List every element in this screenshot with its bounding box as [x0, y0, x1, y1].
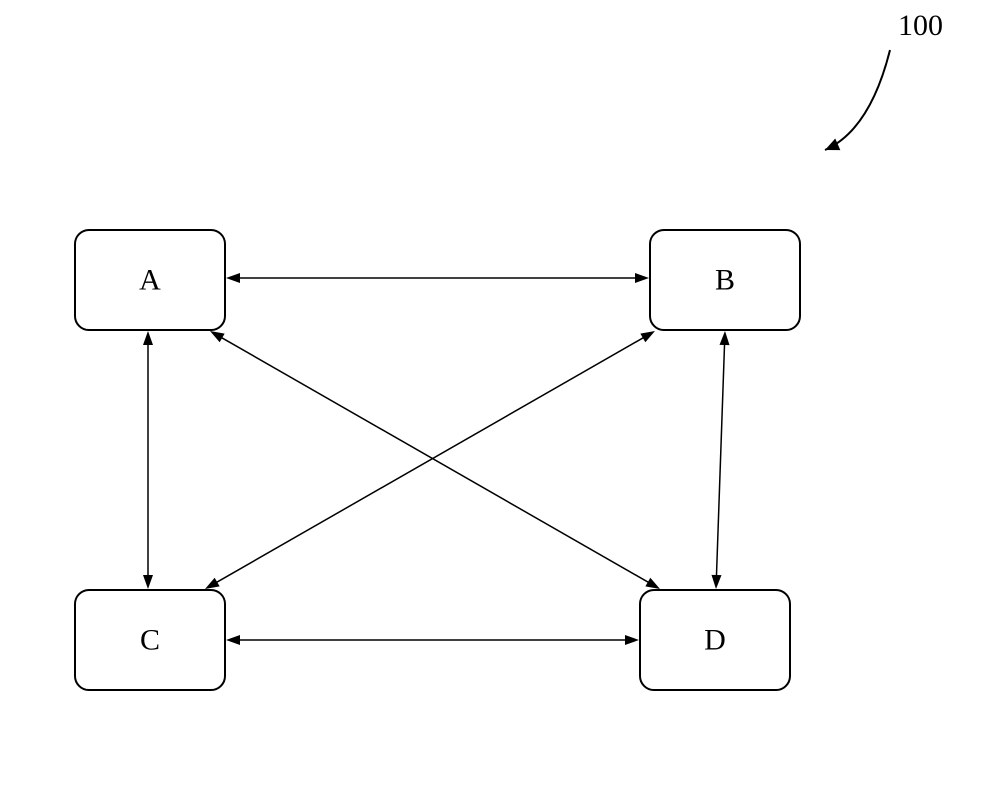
node-a: A	[75, 230, 225, 330]
node-c: C	[75, 590, 225, 690]
reference-label: 100	[898, 9, 943, 42]
node-label: B	[715, 264, 735, 297]
node-label: C	[140, 624, 160, 657]
node-label: A	[139, 264, 161, 297]
diagram-canvas: A B C D 100	[0, 0, 1000, 810]
node-d: D	[640, 590, 790, 690]
node-b: B	[650, 230, 800, 330]
node-label: D	[704, 624, 726, 657]
